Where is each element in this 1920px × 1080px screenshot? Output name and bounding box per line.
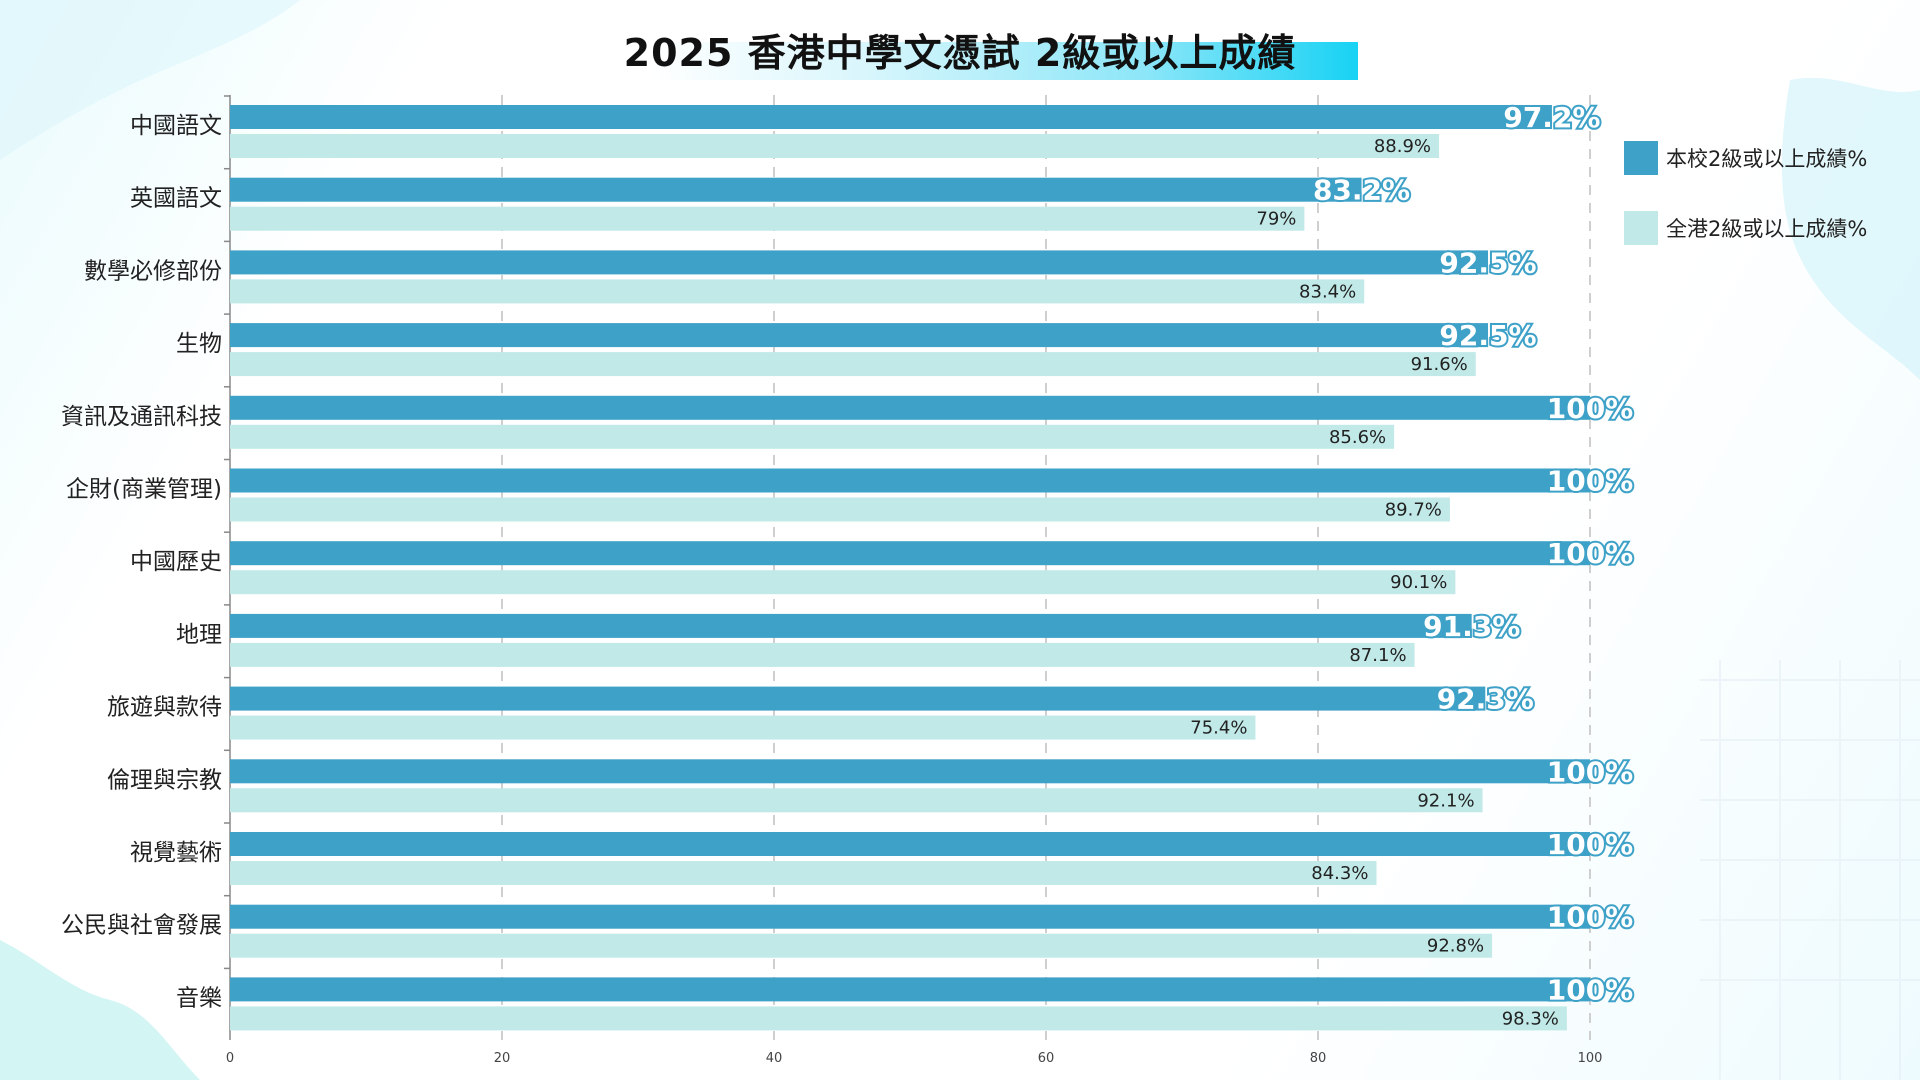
data-label-school: 100% (1547, 392, 1634, 425)
bar-school[interactable] (230, 759, 1590, 784)
category-label: 英國語文 (130, 186, 222, 212)
legend: 本校2級或以上成績% 全港2級或以上成績% (1624, 140, 1867, 280)
data-labels: 97.2%88.9%83.2%79%92.5%83.4%92.5%91.6%10… (1190, 99, 1635, 1029)
bar-school[interactable] (230, 904, 1590, 929)
data-label-school: 83.2% (1313, 174, 1410, 207)
data-label-school: 100% (1547, 465, 1634, 498)
data-label-hk: 92.1% (1417, 790, 1474, 811)
bar-school[interactable] (230, 250, 1488, 275)
bar-school[interactable] (230, 105, 1552, 129)
data-label-school: 92.5% (1439, 246, 1536, 279)
category-label: 中國歷史 (130, 549, 222, 575)
data-label-hk: 75.4% (1190, 718, 1247, 739)
category-label: 數學必修部份 (84, 258, 222, 284)
bar-hk[interactable] (230, 279, 1365, 304)
legend-swatch-school (1624, 141, 1658, 175)
data-label-hk: 84.3% (1311, 863, 1368, 884)
data-label-school: 91.3% (1423, 610, 1520, 643)
bars (230, 105, 1590, 1031)
data-label-hk: 89.7% (1385, 500, 1442, 521)
data-label-school: 100% (1547, 828, 1634, 861)
bar-school[interactable] (230, 323, 1488, 348)
data-label-school: 100% (1547, 755, 1634, 788)
x-tick-label: 60 (1038, 1051, 1055, 1066)
bar-hk[interactable] (230, 206, 1305, 231)
category-label: 生物 (176, 331, 222, 357)
category-label: 倫理與宗教 (107, 767, 222, 793)
data-label-hk: 91.6% (1411, 354, 1468, 375)
data-label-hk: 79% (1256, 209, 1296, 230)
x-tick-label: 100 (1578, 1051, 1603, 1066)
category-label: 企財(商業管理) (66, 477, 222, 503)
bar-hk[interactable] (230, 1006, 1567, 1031)
grid-lines (501, 95, 1591, 1040)
legend-item-school[interactable]: 本校2級或以上成績% (1624, 140, 1867, 176)
x-tick-label: 80 (1310, 1051, 1327, 1066)
chart-title: 2025 香港中學文憑試 2級或以上成績 (623, 31, 1297, 75)
data-label-hk: 92.8% (1427, 936, 1484, 957)
bar-hk[interactable] (230, 352, 1476, 377)
bar-school[interactable] (230, 613, 1472, 638)
data-label-hk: 87.1% (1349, 645, 1406, 666)
category-label: 地理 (176, 622, 222, 648)
data-label-school: 100% (1547, 901, 1634, 934)
data-label-hk: 88.9% (1374, 136, 1431, 157)
bar-hk[interactable] (230, 861, 1377, 885)
bar-hk[interactable] (230, 424, 1395, 449)
bar-hk[interactable] (230, 933, 1493, 958)
bar-school[interactable] (230, 686, 1486, 711)
category-label: 公民與社會發展 (61, 913, 222, 939)
bar-hk[interactable] (230, 642, 1415, 667)
bar-hk[interactable] (230, 715, 1256, 740)
x-tick-label: 0 (226, 1051, 234, 1066)
bar-school[interactable] (230, 541, 1590, 566)
category-label: 視覺藝術 (130, 840, 222, 866)
bar-hk[interactable] (230, 788, 1483, 813)
bar-school[interactable] (230, 468, 1590, 493)
bar-hk[interactable] (230, 570, 1456, 595)
legend-label-school: 本校2級或以上成績% (1666, 147, 1868, 171)
data-label-hk: 98.3% (1502, 1008, 1559, 1029)
legend-swatch-hk (1624, 211, 1658, 245)
bar-hk[interactable] (230, 497, 1450, 522)
category-label: 中國語文 (130, 113, 222, 139)
bar-school[interactable] (230, 177, 1362, 202)
category-label: 資訊及通訊科技 (61, 404, 222, 430)
bar-school[interactable] (230, 395, 1590, 420)
data-label-school: 92.5% (1439, 319, 1536, 352)
data-label-hk: 85.6% (1329, 427, 1386, 448)
data-label-school: 100% (1547, 973, 1634, 1006)
category-label: 音樂 (176, 985, 222, 1011)
category-label: 旅遊與款待 (107, 695, 222, 721)
legend-label-hk: 全港2級或以上成績% (1666, 217, 1868, 241)
data-label-school: 92.3% (1437, 683, 1534, 716)
data-label-school: 100% (1547, 537, 1634, 570)
bar-school[interactable] (230, 832, 1590, 856)
x-tick-label: 40 (766, 1051, 783, 1066)
legend-item-hk[interactable]: 全港2級或以上成績% (1624, 210, 1867, 246)
data-label-hk: 83.4% (1299, 281, 1356, 302)
data-label-school: 97.2% (1503, 101, 1600, 134)
x-tick-label: 20 (494, 1051, 511, 1066)
data-label-hk: 90.1% (1390, 572, 1447, 593)
bar-school[interactable] (230, 977, 1590, 1002)
bar-hk[interactable] (230, 134, 1440, 158)
title-highlight (650, 42, 1358, 80)
